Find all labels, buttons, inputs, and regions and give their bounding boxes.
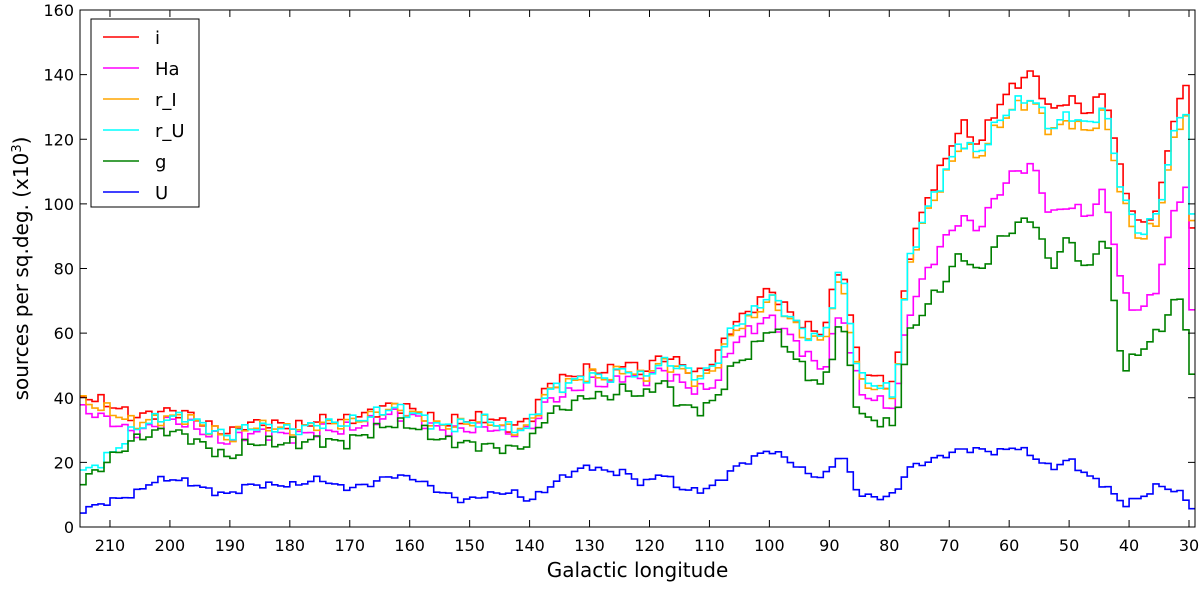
- y-axis-label-text: sources per sq.deg. (x10: [9, 153, 33, 401]
- legend-label: r_I: [155, 90, 177, 111]
- y-tick-label: 160: [43, 1, 74, 20]
- y-axis-label-sup: 3: [10, 144, 25, 152]
- y-tick-label: 0: [64, 518, 74, 537]
- y-tick-label: 120: [43, 130, 74, 149]
- y-axis-label-close: ): [9, 137, 33, 145]
- legend-box: [90, 18, 200, 208]
- x-tick-label: 160: [394, 536, 425, 555]
- x-tick-label: 130: [574, 536, 605, 555]
- legend-label: r_U: [155, 121, 185, 142]
- x-tick-label: 30: [1179, 536, 1199, 555]
- x-tick-label: 200: [155, 536, 186, 555]
- x-axis-label: Galactic longitude: [547, 558, 729, 582]
- y-tick-label: 40: [54, 389, 74, 408]
- x-tick-label: 150: [454, 536, 485, 555]
- x-tick-label: 60: [999, 536, 1019, 555]
- y-tick-label: 20: [54, 453, 74, 472]
- y-tick-label: 80: [54, 260, 74, 279]
- x-tick-label: 90: [819, 536, 839, 555]
- x-tick-label: 120: [634, 536, 665, 555]
- y-tick-label: 140: [43, 66, 74, 85]
- x-tick-label: 140: [514, 536, 545, 555]
- x-tick-label: 110: [694, 536, 725, 555]
- x-tick-label: 190: [215, 536, 246, 555]
- y-tick-label: 60: [54, 324, 74, 343]
- series-line-ha: [80, 162, 1195, 445]
- series-line-g: [80, 217, 1195, 486]
- legend-label: Ha: [155, 59, 180, 80]
- series-line-r-u: [80, 95, 1195, 471]
- x-axis: 210 200 190 180 170 160 150 140 130 120 110 100 90 80…: [95, 10, 1199, 555]
- y-axis: 0 20 40 60 80 100 120 140 160: [43, 1, 1195, 537]
- legend-label: U: [155, 183, 168, 204]
- x-tick-label: 70: [939, 536, 959, 555]
- x-tick-label: 170: [334, 536, 365, 555]
- series-line-r-i: [80, 99, 1195, 443]
- series-line-u: [80, 446, 1195, 514]
- x-tick-label: 210: [95, 536, 126, 555]
- x-tick-label: 40: [1119, 536, 1139, 555]
- legend-label: g: [155, 152, 166, 173]
- series-line-i: [80, 70, 1195, 435]
- y-tick-label: 100: [43, 195, 74, 214]
- x-tick-label: 180: [275, 536, 306, 555]
- series-layer: [80, 70, 1195, 514]
- legend: i Ha r_I r_UgU: [90, 18, 200, 208]
- x-tick-label: 80: [879, 536, 899, 555]
- x-tick-label: 100: [754, 536, 785, 555]
- legend-label: i: [155, 28, 160, 49]
- x-tick-label: 50: [1059, 536, 1079, 555]
- y-axis-label: sources per sq.deg. (x103): [9, 137, 33, 401]
